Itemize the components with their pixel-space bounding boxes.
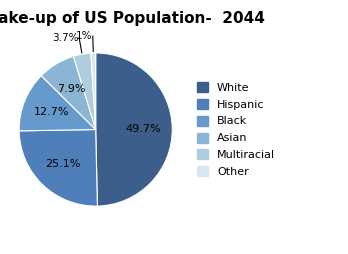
Wedge shape (96, 53, 172, 206)
Text: 3.7%: 3.7% (53, 33, 79, 43)
Text: 49.7%: 49.7% (125, 124, 161, 134)
Text: 12.7%: 12.7% (34, 107, 69, 117)
Text: 7.9%: 7.9% (57, 84, 85, 94)
Wedge shape (91, 53, 96, 130)
Wedge shape (73, 53, 96, 130)
Wedge shape (19, 76, 96, 131)
Legend: White, Hispanic, Black, Asian, Multiracial, Other: White, Hispanic, Black, Asian, Multiraci… (197, 82, 275, 177)
Title: Racial Make-up of US Population-  2044: Racial Make-up of US Population- 2044 (0, 11, 265, 26)
Wedge shape (19, 130, 97, 206)
Text: 1%: 1% (76, 31, 93, 41)
Wedge shape (41, 56, 96, 130)
Text: 25.1%: 25.1% (45, 159, 80, 169)
